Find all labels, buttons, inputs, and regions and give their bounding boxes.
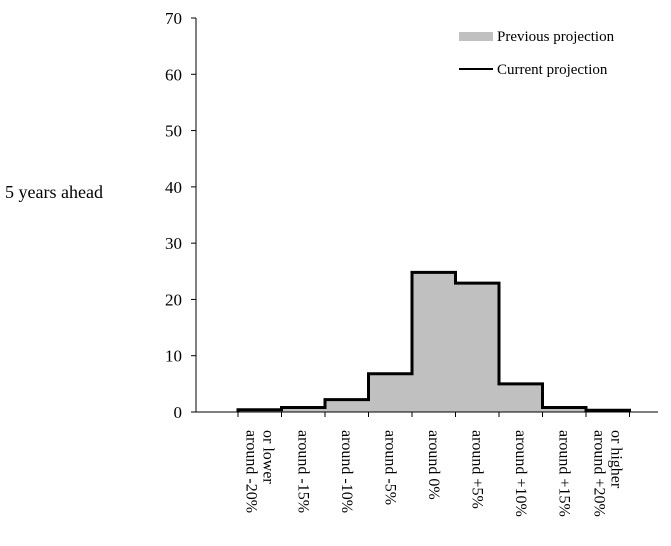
previous-projection-bars <box>238 272 630 412</box>
x-category-label-line: around +15% <box>555 430 572 517</box>
y-tick-label: 20 <box>165 290 182 309</box>
y-tick-label: 0 <box>174 403 183 422</box>
previous-projection-bar <box>499 383 543 412</box>
x-category-label: around +15% <box>555 430 572 517</box>
previous-projection-bar <box>412 272 456 412</box>
x-category-label: around +10% <box>512 430 529 517</box>
x-category-label: around -10% <box>338 430 355 513</box>
x-category-label: around 0% <box>425 430 442 500</box>
y-tick-label: 70 <box>165 9 182 28</box>
x-category-label: around -20%or lower <box>242 430 276 513</box>
y-tick-label: 50 <box>165 122 182 141</box>
y-tick-label: 10 <box>165 347 182 366</box>
x-category-label: around +20%or higher <box>590 430 624 517</box>
previous-projection-bar <box>281 407 326 412</box>
legend-label-previous: Previous projection <box>497 29 615 45</box>
x-category-label: around -5% <box>381 430 398 505</box>
x-category-label-line: around -10% <box>338 430 355 513</box>
y-axis-ticks: 0 10 20 30 40 50 60 70 <box>165 9 196 422</box>
y-tick-label: 30 <box>165 234 182 253</box>
current-projection-step-line <box>236 270 631 412</box>
x-category-label-line: or higher <box>607 430 624 489</box>
x-category-label-line: around 0% <box>425 430 442 500</box>
x-category-label: around +5% <box>468 430 485 509</box>
y-tick-label: 40 <box>165 178 182 197</box>
x-category-label-line: around -5% <box>381 430 398 505</box>
y-axis-label: 5 years ahead <box>5 182 103 202</box>
x-category-label-line: around -20% <box>242 430 259 513</box>
y-tick-label: 60 <box>165 65 182 84</box>
x-category-label-line: around +20% <box>590 430 607 517</box>
legend-swatch-previous <box>459 32 493 41</box>
x-category-label-line: or lower <box>259 430 276 484</box>
x-category-label: around -15% <box>294 430 311 513</box>
previous-projection-bar <box>325 399 369 412</box>
legend-label-current: Current projection <box>497 62 608 78</box>
legend: Previous projection Current projection <box>459 29 615 78</box>
previous-projection-bar <box>455 283 500 412</box>
x-category-label-line: around +10% <box>512 430 529 517</box>
x-category-label-line: around -15% <box>294 430 311 513</box>
previous-projection-bar <box>542 407 587 412</box>
x-axis-ticks: around -20%or lower around -15% around -10… <box>237 412 630 517</box>
previous-projection-bar <box>368 373 413 412</box>
x-category-label-line: around +5% <box>468 430 485 509</box>
